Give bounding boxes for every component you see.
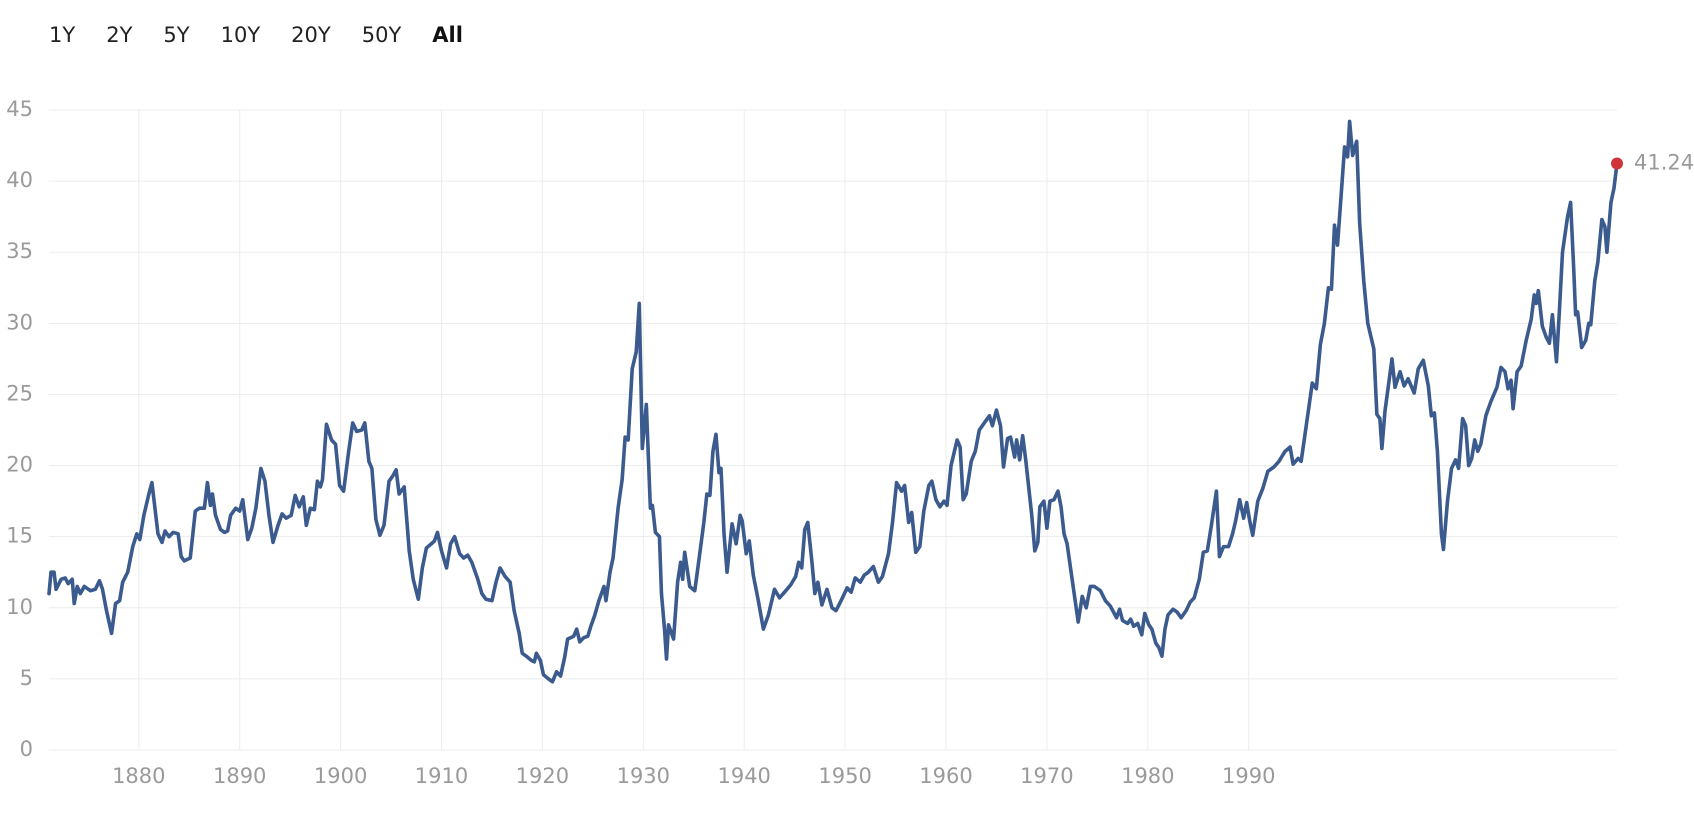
y-tick-label: 0 <box>20 737 33 761</box>
x-tick-label: 1980 <box>1121 764 1174 788</box>
range-selector: 1Y 2Y 5Y 10Y 20Y 50Y All <box>49 20 494 50</box>
y-tick-label: 25 <box>6 381 33 405</box>
y-tick-label: 30 <box>6 310 33 334</box>
line-series <box>47 119 1619 684</box>
y-tick-label: 10 <box>6 595 33 619</box>
y-tick-label: 40 <box>6 168 33 192</box>
y-tick-label: 45 <box>6 97 33 121</box>
x-tick-label: 1920 <box>516 764 569 788</box>
x-tick-label: 1940 <box>717 764 770 788</box>
y-tick-label: 20 <box>6 453 33 477</box>
x-tick-label: 1990 <box>1222 764 1275 788</box>
x-tick-label: 1970 <box>1020 764 1073 788</box>
last-point <box>1611 157 1623 170</box>
x-tick-label: 1900 <box>314 764 367 788</box>
y-tick-label: 35 <box>6 239 33 263</box>
x-tick-label: 1910 <box>415 764 468 788</box>
x-tick-label: 1960 <box>919 764 972 788</box>
y-tick-label: 5 <box>20 666 33 690</box>
y-tick-label: 15 <box>6 524 33 548</box>
range-button[interactable]: 1Y <box>49 23 76 47</box>
last-value-label: 41.24 <box>1634 150 1694 174</box>
range-button[interactable]: 5Y <box>163 23 190 47</box>
range-button[interactable]: All <box>432 23 463 47</box>
x-tick-label: 1950 <box>818 764 871 788</box>
range-button[interactable]: 2Y <box>106 23 133 47</box>
range-button[interactable]: 50Y <box>361 23 402 47</box>
range-button[interactable]: 20Y <box>291 23 331 47</box>
x-tick-label: 1880 <box>112 764 165 788</box>
x-tick-label: 1890 <box>213 764 266 788</box>
x-tick-label: 1930 <box>617 764 670 788</box>
range-button[interactable]: 10Y <box>220 23 261 47</box>
